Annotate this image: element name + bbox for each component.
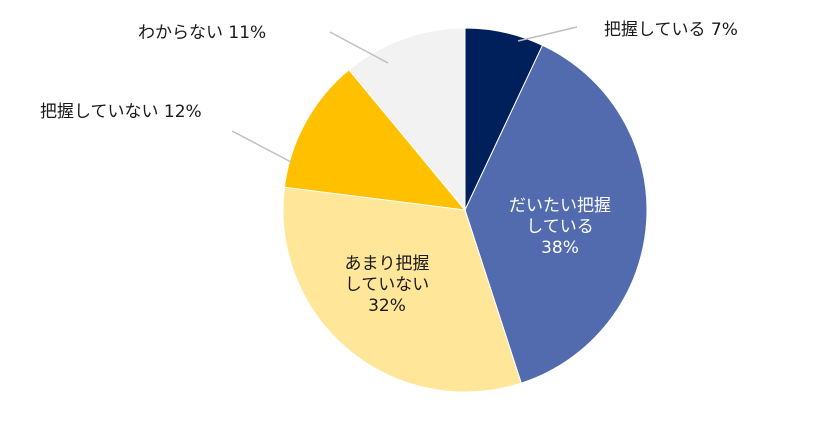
label-amari-line3: 32%: [368, 296, 406, 316]
leader-line-nai: [231, 130, 292, 163]
label-daitai-line2: している: [526, 217, 594, 237]
pie-slice-daitai: [464, 44, 648, 384]
leader-line-haaku: [517, 26, 578, 42]
pie-slice-wakaranai: [348, 27, 466, 212]
pie-slice-nai: [283, 69, 467, 211]
leader-lines: [231, 26, 578, 163]
label-daitai: だいたい把握 している 38%: [490, 196, 630, 259]
label-haaku: 把握している 7%: [604, 20, 738, 40]
label-amari: あまり把握 していない 32%: [322, 254, 452, 317]
label-daitai-line1: だいたい把握: [509, 196, 611, 216]
pie-slices: [282, 27, 648, 393]
label-wakaranai: わからない 11%: [138, 23, 267, 43]
pie-slice-amari: [282, 186, 522, 393]
label-nai: 把握していない 12%: [40, 102, 202, 122]
label-amari-line2: していない: [344, 275, 430, 295]
label-amari-line1: あまり把握: [344, 254, 430, 274]
label-daitai-line3: 38%: [541, 238, 579, 258]
leader-line-wakaranai: [329, 31, 389, 64]
